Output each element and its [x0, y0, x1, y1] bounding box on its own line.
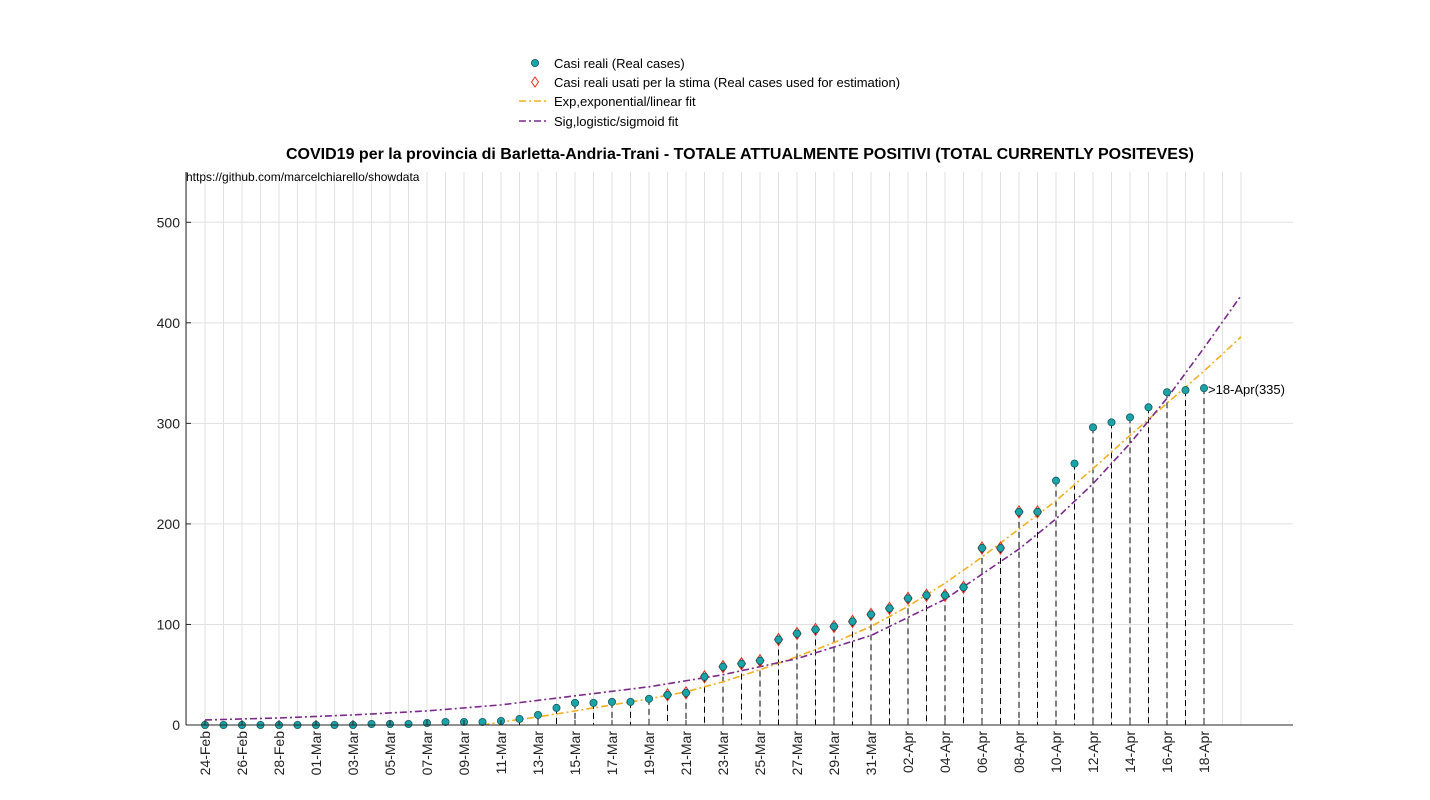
real-point [737, 659, 746, 668]
real-point [367, 719, 376, 728]
chart-title: COVID19 per la provincia di Barletta-And… [286, 146, 1194, 163]
real-point [663, 690, 672, 699]
x-tick-label: 13-Mar [530, 731, 546, 776]
x-tick-label: 08-Apr [1011, 731, 1027, 773]
real-point [793, 629, 802, 638]
x-tick-label: 28-Feb [271, 731, 287, 776]
legend-label: Casi reali usati per la stima (Real case… [554, 75, 900, 90]
real-point [756, 656, 765, 665]
real-point [1126, 413, 1135, 422]
real-point [774, 635, 783, 644]
real-point [885, 604, 894, 613]
real-point [515, 714, 524, 723]
real-point [534, 710, 543, 719]
x-tick-label: 10-Apr [1048, 731, 1064, 773]
x-tick-label: 27-Mar [789, 731, 805, 776]
real-point [922, 591, 931, 600]
last-point-annotation: >18-Apr(335) [1208, 382, 1285, 397]
y-tick-label: 500 [157, 214, 181, 230]
real-point [552, 703, 561, 712]
x-tick-label: 01-Mar [308, 731, 324, 776]
x-tick-label: 09-Mar [456, 731, 472, 776]
source-url: https://github.com/marcelchiarello/showd… [186, 170, 420, 184]
real-point [1163, 388, 1172, 397]
x-tick-label: 06-Apr [974, 731, 990, 773]
fit-lines [204, 295, 1242, 726]
axes [185, 172, 1293, 726]
real-point [959, 583, 968, 592]
real-point [1089, 423, 1098, 432]
x-tick-label: 12-Apr [1085, 731, 1101, 773]
real-point [682, 688, 691, 697]
real-point [608, 697, 617, 706]
x-tick-label: 19-Mar [641, 731, 657, 776]
real-point [1052, 476, 1061, 485]
exp-fit-line [482, 336, 1242, 726]
x-tick-label: 04-Apr [937, 731, 953, 773]
x-tick-label: 24-Feb [197, 731, 213, 776]
real-point [830, 622, 839, 631]
data-points [200, 384, 1209, 730]
real-point [1033, 507, 1042, 516]
x-tick-label: 11-Mar [493, 731, 509, 775]
real-point [996, 544, 1005, 553]
real-point [478, 717, 487, 726]
real-point [1144, 403, 1153, 412]
real-point [941, 591, 950, 600]
real-point [1015, 507, 1024, 516]
x-tick-label: 16-Apr [1159, 731, 1175, 773]
y-tick-label: 300 [157, 415, 181, 431]
legend-label: Sig,logistic/sigmoid fit [554, 114, 679, 129]
real-point [848, 617, 857, 626]
y-tick-label: 0 [172, 717, 180, 733]
x-tick-label: 21-Mar [678, 731, 694, 776]
x-tick-label: 25-Mar [752, 731, 768, 776]
real-point [1107, 418, 1116, 427]
real-point [719, 662, 728, 671]
real-point [441, 717, 450, 726]
x-tick-label: 03-Mar [345, 731, 361, 776]
x-tick-label: 05-Mar [382, 731, 398, 776]
x-tick-label: 07-Mar [419, 731, 435, 776]
real-point [978, 544, 987, 553]
y-tick-label: 200 [157, 516, 181, 532]
legend-marker-real [531, 59, 540, 68]
real-point [589, 698, 598, 707]
real-point [904, 594, 913, 603]
x-tick-label: 18-Apr [1196, 731, 1212, 773]
x-tick-label: 02-Apr [900, 731, 916, 773]
x-tick-label: 29-Mar [826, 731, 842, 776]
y-tick-label: 100 [157, 616, 181, 632]
real-point [571, 698, 580, 707]
real-point [867, 610, 876, 619]
real-point [1070, 459, 1079, 468]
real-point [700, 672, 709, 681]
x-tick-label: 15-Mar [567, 731, 583, 776]
x-tick-label: 17-Mar [604, 731, 620, 776]
tick-labels: 0 100 200 300 400 500 24-Feb 26-Feb 28-Feb 01-Mar… [157, 214, 1212, 775]
grid-lines [186, 172, 1293, 726]
legend-marker-used [530, 76, 540, 88]
legend-label: Casi reali (Real cases) [554, 56, 685, 71]
real-point [404, 719, 413, 728]
y-tick-label: 400 [157, 315, 181, 331]
x-tick-label: 26-Feb [234, 731, 250, 776]
x-tick-label: 14-Apr [1122, 731, 1138, 773]
real-point [1181, 386, 1190, 395]
x-tick-label: 31-Mar [863, 731, 879, 776]
x-tick-label: 23-Mar [715, 731, 731, 776]
real-point [645, 694, 654, 703]
legend-label: Exp,exponential/linear fit [554, 94, 696, 109]
legend: Casi reali (Real cases) Casi reali usati … [519, 56, 900, 129]
real-point [626, 697, 635, 706]
real-point [811, 625, 820, 634]
real-point [1200, 384, 1209, 393]
